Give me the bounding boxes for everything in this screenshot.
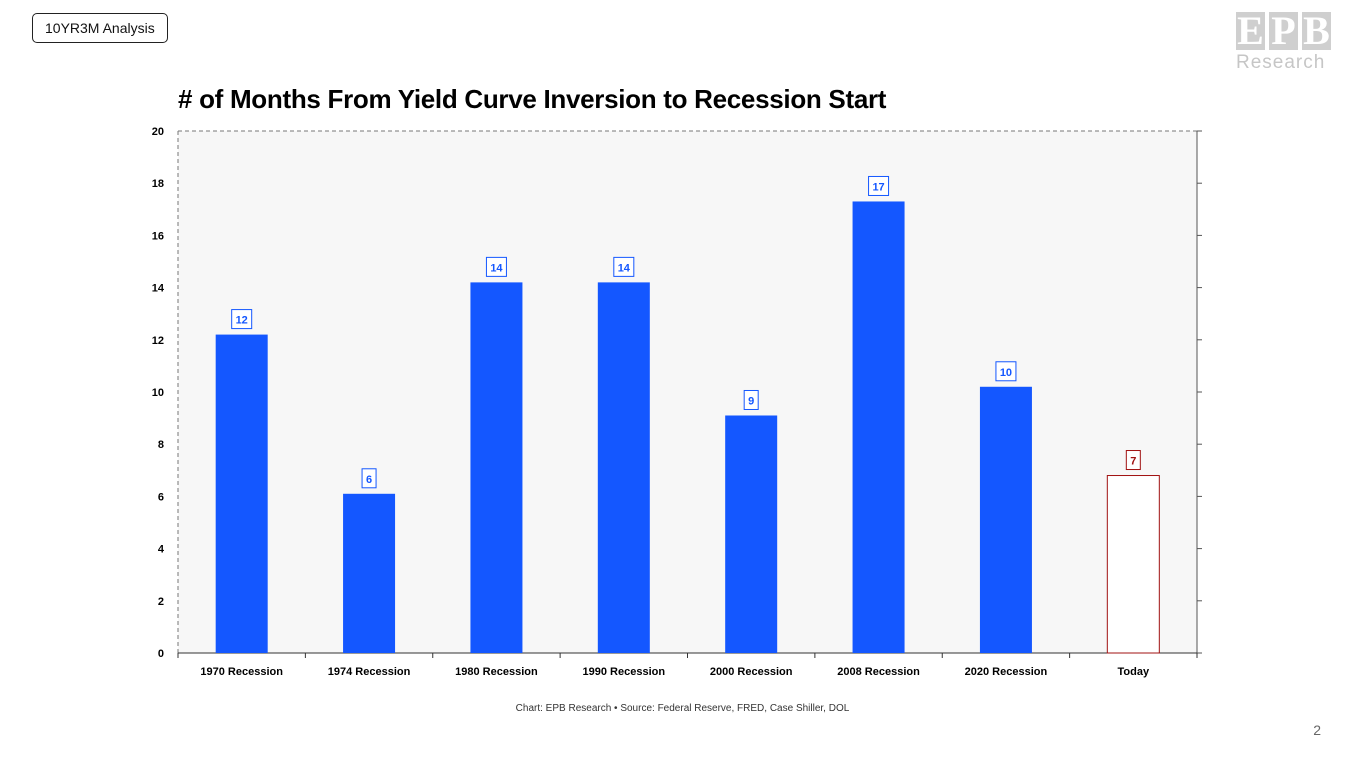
chart-source: Chart: EPB Research • Source: Federal Re… <box>515 703 850 714</box>
data-label-box <box>485 256 507 277</box>
x-tick-label: 1990 Recession <box>583 666 666 678</box>
data-label-box <box>1125 450 1141 471</box>
x-tick-label: 1974 Recession <box>328 666 411 678</box>
y-tick-label: 10 <box>152 387 164 399</box>
bar <box>470 282 523 653</box>
bar <box>979 386 1032 653</box>
y-tick-label: 16 <box>152 230 164 242</box>
x-tick-label: 2000 Recession <box>710 666 793 678</box>
data-label: 12 <box>236 315 248 327</box>
data-label: 14 <box>618 262 631 274</box>
plot-area <box>178 131 1197 653</box>
logo-letter-e: E <box>1236 12 1265 50</box>
data-label-box <box>868 175 890 196</box>
bar <box>343 493 396 653</box>
logo-letter-p: P <box>1269 12 1298 50</box>
bar <box>215 334 268 653</box>
page-number: 2 <box>1313 722 1321 738</box>
data-label-box <box>361 468 377 489</box>
data-label-box <box>995 361 1017 382</box>
section-tag: 10YR3M Analysis <box>32 13 168 43</box>
data-label-box <box>231 309 253 330</box>
x-tick-label: Today <box>1118 666 1150 678</box>
y-tick-label: 6 <box>158 491 164 503</box>
data-label: 14 <box>490 262 503 274</box>
y-tick-label: 12 <box>152 335 164 347</box>
x-tick-label: 2008 Recession <box>837 666 920 678</box>
x-tick-label: 1970 Recession <box>200 666 283 678</box>
data-label: 10 <box>1000 367 1012 379</box>
y-tick-label: 2 <box>158 596 164 608</box>
logo-mark: E P B <box>1236 12 1332 50</box>
bar <box>725 415 778 653</box>
x-tick-label: 2020 Recession <box>965 666 1048 678</box>
y-tick-label: 4 <box>158 544 165 556</box>
data-label-box <box>613 256 635 277</box>
data-label-box <box>743 389 759 410</box>
bar <box>852 201 905 653</box>
bar <box>597 282 650 653</box>
y-tick-label: 0 <box>158 648 164 660</box>
x-tick-label: 1980 Recession <box>455 666 538 678</box>
data-label: 6 <box>366 474 372 486</box>
logo-wordmark: Research <box>1236 52 1326 73</box>
data-label: 7 <box>1130 456 1136 468</box>
epb-logo: E P B Research <box>1236 12 1332 73</box>
y-tick-label: 14 <box>152 283 165 295</box>
y-tick-label: 18 <box>152 178 164 190</box>
logo-letter-b: B <box>1302 12 1331 50</box>
bar <box>1106 475 1160 654</box>
chart-title: # of Months From Yield Curve Inversion t… <box>178 84 887 114</box>
y-tick-label: 8 <box>158 439 164 451</box>
data-label: 17 <box>872 181 884 193</box>
data-label: 9 <box>748 395 754 407</box>
y-tick-label: 20 <box>152 126 164 138</box>
